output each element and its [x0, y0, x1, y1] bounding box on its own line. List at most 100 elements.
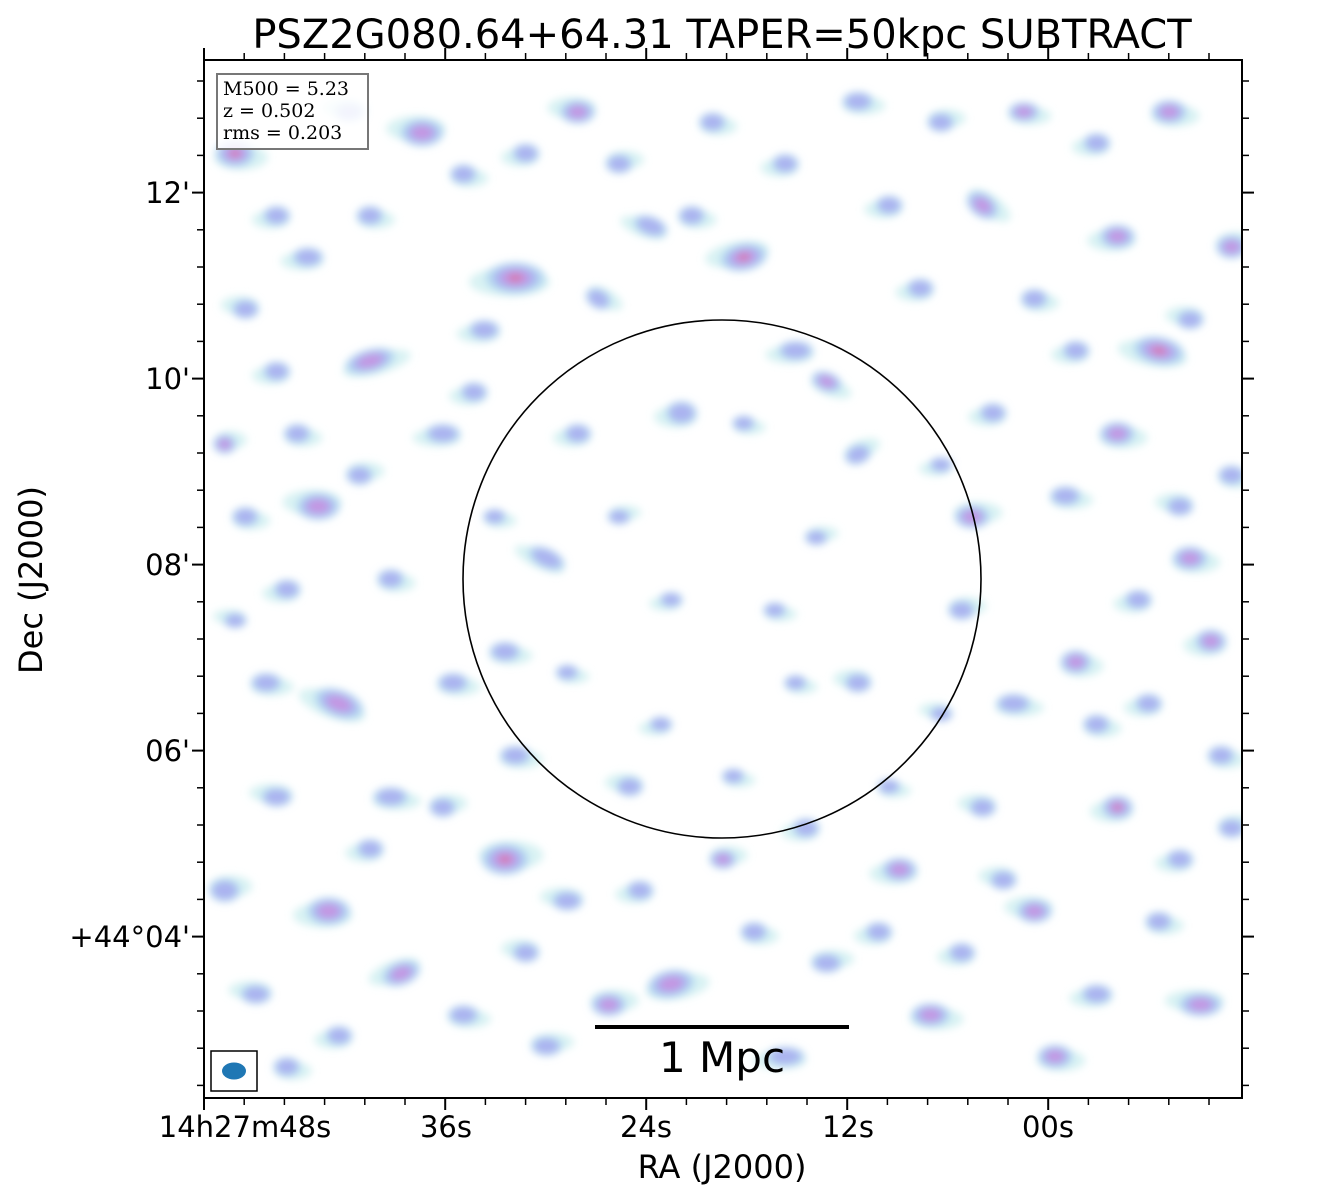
y-axis-label: Dec (J2000) — [12, 486, 50, 674]
emission-blob — [705, 240, 770, 272]
emission-blob — [781, 818, 821, 842]
emission-blob — [607, 505, 642, 525]
emission-blob — [314, 1025, 353, 1049]
y-tick-label-1: 10' — [145, 362, 190, 396]
y-tick-label-2: 08' — [145, 548, 190, 582]
emission-blob — [804, 526, 839, 546]
radio-emission-map — [208, 91, 1242, 1080]
emission-blob — [1008, 101, 1052, 125]
emission-blob — [957, 794, 997, 818]
emission-blob — [555, 664, 590, 684]
emission-blob — [740, 921, 780, 945]
emission-blob — [783, 674, 818, 694]
emission-blob — [262, 579, 302, 603]
emission-blob — [1036, 1044, 1086, 1072]
emission-blob — [1051, 340, 1090, 364]
info-rms: rms = 0.203 — [223, 122, 342, 144]
emission-blob — [1123, 693, 1163, 717]
emission-blob — [437, 672, 481, 696]
x-tick-label-3: 12s — [822, 1110, 874, 1144]
emission-blob — [283, 423, 323, 447]
emission-blob — [853, 921, 893, 945]
y-tick-label-0: 12' — [145, 176, 190, 210]
emission-blob — [638, 716, 673, 736]
emission-blob — [298, 687, 366, 723]
emission-blob — [449, 164, 489, 188]
y-tick-label-3: 06' — [145, 734, 190, 768]
emission-blob — [918, 456, 953, 477]
emission-blob — [648, 591, 684, 611]
emission-blob — [810, 950, 855, 974]
plot-frame — [203, 59, 1243, 1099]
emission-blob — [1020, 288, 1060, 312]
emission-blob — [1217, 815, 1242, 839]
emission-blob — [947, 597, 987, 621]
emission-blob — [833, 669, 872, 693]
emission-blob — [500, 143, 540, 167]
emission-blob — [698, 112, 738, 136]
emission-blob — [895, 278, 935, 302]
emission-blob — [1069, 984, 1113, 1008]
emission-blob — [760, 153, 800, 177]
emission-blob — [273, 1056, 312, 1080]
emission-blob — [228, 981, 272, 1005]
emission-blob — [605, 150, 645, 174]
emission-blob — [926, 109, 966, 133]
r500-circle — [462, 319, 982, 839]
chart-title: PSZ2G080.64+64.31 TAPER=50kpc SUBTRACT — [252, 12, 1192, 58]
emission-blob — [765, 340, 814, 364]
info-m500: M500 = 5.23 — [223, 78, 349, 100]
emission-blob — [677, 205, 717, 229]
emission-blob — [1183, 629, 1227, 657]
emission-blob — [251, 361, 291, 385]
emission-blob — [1164, 989, 1225, 1017]
emission-blob — [514, 545, 566, 574]
emission-blob — [1087, 224, 1136, 252]
emission-blob — [709, 846, 748, 870]
emission-blob — [864, 195, 904, 219]
emission-blob — [590, 989, 640, 1017]
x-tick-label-1: 36s — [420, 1110, 472, 1144]
emission-blob — [447, 1004, 492, 1028]
emission-blob — [250, 672, 294, 696]
emission-blob — [995, 693, 1044, 717]
emission-blob — [212, 609, 248, 629]
x-tick-label-4: 00s — [1022, 1110, 1074, 1144]
emission-blob — [1171, 546, 1221, 574]
emission-blob — [869, 857, 918, 885]
emission-blob — [1151, 99, 1200, 127]
emission-blob — [1144, 911, 1184, 935]
emission-blob — [604, 773, 644, 797]
emission-blob — [810, 370, 852, 399]
emission-blob — [428, 794, 468, 818]
emission-blob — [500, 939, 540, 963]
emission-blob — [1117, 336, 1187, 368]
emission-blob — [208, 875, 253, 903]
emission-blob — [615, 880, 654, 904]
emission-blob — [482, 508, 517, 528]
emission-blob — [1207, 745, 1242, 769]
emission-blob — [1082, 714, 1122, 738]
emission-blob — [282, 489, 342, 521]
emission-blob — [376, 569, 416, 592]
beam-ellipse — [222, 1062, 246, 1080]
beam-box — [210, 1050, 258, 1092]
emission-blob — [762, 602, 798, 622]
emission-blob — [844, 437, 881, 465]
emission-blob — [585, 286, 623, 311]
emission-blob — [653, 400, 698, 428]
emission-blob — [456, 319, 501, 343]
emission-blob — [1217, 465, 1242, 489]
emission-blob — [978, 867, 1018, 891]
emission-blob — [448, 382, 488, 406]
emission-blob — [966, 188, 1011, 222]
emission-blob — [539, 887, 584, 911]
emission-blob — [280, 247, 324, 271]
emission-blob — [468, 261, 550, 297]
emission-blob — [1099, 421, 1148, 449]
emission-blob — [1113, 589, 1153, 613]
emission-blob — [841, 91, 886, 115]
emission-blob — [1165, 306, 1205, 330]
emission-blob — [292, 897, 353, 928]
y-tick-label-4: +44°04' — [69, 920, 190, 954]
